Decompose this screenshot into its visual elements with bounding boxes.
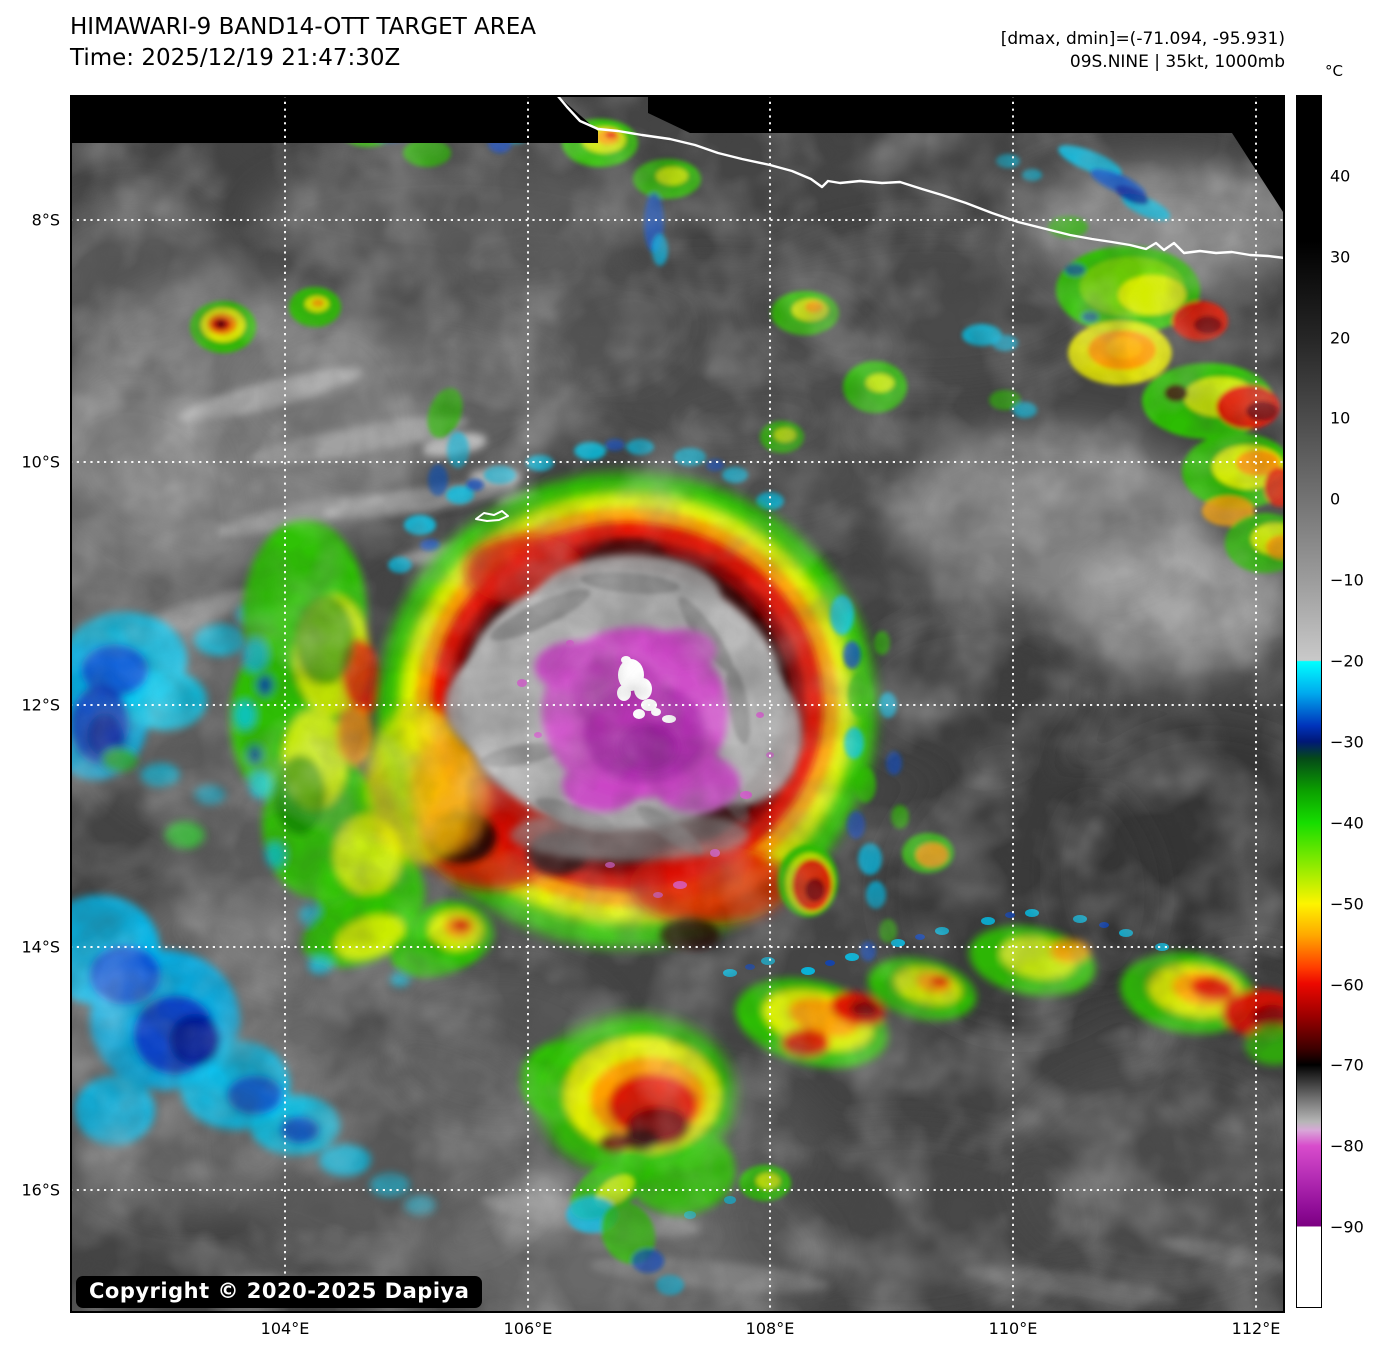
header-annotations: [dmax, dmin]=(-71.094, -95.931) 09S.NINE… xyxy=(1001,28,1285,74)
lon-tick-label: 104°E xyxy=(260,1319,310,1338)
satellite-image xyxy=(70,95,1285,1313)
timestamp: Time: 2025/12/19 21:47:30Z xyxy=(70,45,401,71)
lon-tick-label: 112°E xyxy=(1231,1319,1281,1338)
lat-tick-label: 14°S xyxy=(21,937,60,957)
colorbar-tick: −80 xyxy=(1330,1136,1364,1156)
temperature-colorbar xyxy=(1296,95,1322,1308)
lon-tick-label: 110°E xyxy=(988,1319,1038,1338)
colorbar-tick: 30 xyxy=(1330,247,1351,267)
satellite-map xyxy=(70,95,1285,1313)
colorbar-tick: −50 xyxy=(1330,894,1364,914)
colorbar-tick: −20 xyxy=(1330,651,1364,671)
colorbar-tick: −30 xyxy=(1330,732,1364,752)
colorbar-tick: 10 xyxy=(1330,408,1351,428)
colorbar-tick: −40 xyxy=(1330,813,1364,833)
lon-tick-label: 106°E xyxy=(503,1319,553,1338)
map-border xyxy=(70,95,1285,1313)
latitude-axis: 8°S 10°S 12°S 14°S 16°S xyxy=(0,95,64,1313)
latlon-grid xyxy=(70,95,1285,1313)
cloud-noise-dark xyxy=(70,95,1285,1313)
title-block: HIMAWARI-9 BAND14-OTT TARGET AREA Time: … xyxy=(70,12,536,74)
page-title: HIMAWARI-9 BAND14-OTT TARGET AREA xyxy=(70,14,537,40)
coastline xyxy=(475,95,1285,522)
colorbar-tick: −60 xyxy=(1330,975,1364,995)
colorbar-tick: 0 xyxy=(1330,489,1341,509)
island-outline xyxy=(475,510,509,522)
lat-tick-label: 12°S xyxy=(21,695,60,715)
lat-tick-label: 8°S xyxy=(31,210,60,230)
colorbar-unit-label: °C xyxy=(1325,62,1343,80)
copyright-badge: Copyright © 2020-2025 Dapiya xyxy=(76,1276,483,1308)
storm-intensity-label: 09S.NINE | 35kt, 1000mb xyxy=(1069,52,1285,72)
scan-edge-nodata xyxy=(70,95,1285,215)
colorbar-tick-labels: 40 30 20 10 0 −10 −20 −30 −40 −50 −60 −70 −80 −90 xyxy=(1330,95,1385,1308)
dmax-dmin-readout: [dmax, dmin]=(-71.094, -95.931) xyxy=(1000,29,1285,49)
colorbar-tick: −70 xyxy=(1330,1055,1364,1075)
colorbar-tick: 20 xyxy=(1330,328,1351,348)
colorbar-tick: −90 xyxy=(1330,1217,1364,1237)
colorbar-tick: −10 xyxy=(1330,570,1364,590)
longitude-axis: 104°E 106°E 108°E 110°E 112°E xyxy=(70,1319,1285,1343)
lat-tick-label: 16°S xyxy=(21,1180,60,1200)
colorbar-tick: 40 xyxy=(1330,166,1351,186)
lat-tick-label: 10°S xyxy=(21,452,60,472)
lon-tick-label: 108°E xyxy=(745,1319,795,1338)
